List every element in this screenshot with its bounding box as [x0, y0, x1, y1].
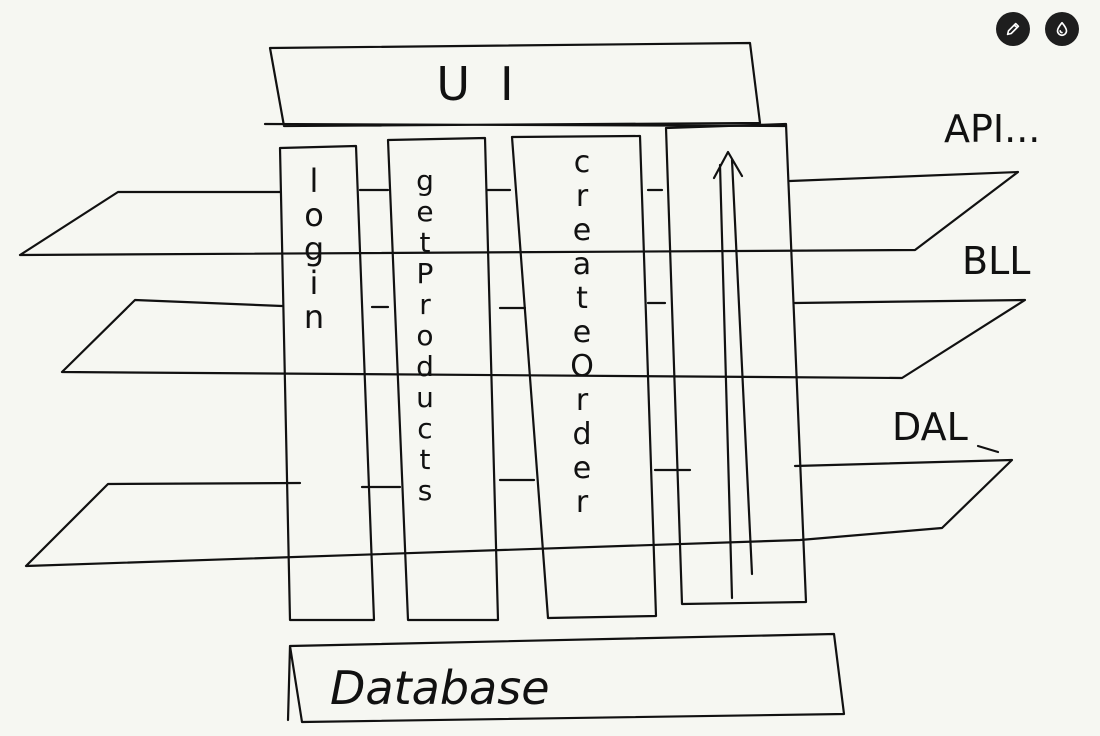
- pen-icon: [1006, 22, 1020, 36]
- up-arrow: [712, 150, 754, 600]
- database-box: [286, 632, 846, 724]
- ui-box: [263, 41, 788, 128]
- login-column: [278, 144, 376, 622]
- api-layer-label: API...: [944, 107, 1040, 151]
- get-products-letter: c: [417, 412, 432, 445]
- create-order-letter: O: [570, 349, 594, 384]
- dal-underline: [976, 444, 1000, 454]
- ui-box-label: UI: [436, 57, 543, 111]
- get-products-letter: d: [416, 350, 434, 383]
- create-order-letter: r: [576, 383, 589, 418]
- get-products-letter: r: [419, 288, 431, 321]
- get-products-letter: u: [416, 381, 434, 414]
- create-order-letter: d: [572, 417, 591, 452]
- create-order-column: [510, 134, 658, 620]
- ink-tool-button[interactable]: [1045, 12, 1079, 46]
- get-products-letter: t: [420, 443, 431, 476]
- pen-tool-button[interactable]: [996, 12, 1030, 46]
- create-order-letter: r: [576, 485, 589, 520]
- get-products-letter: g: [416, 164, 434, 197]
- create-order-letter: a: [573, 247, 591, 282]
- login-letter: o: [304, 196, 324, 234]
- dal-layer-label: DAL: [892, 405, 968, 449]
- get-products-column: [386, 136, 500, 622]
- get-products-letter: o: [416, 319, 433, 352]
- api-layer-plane: [18, 170, 1020, 257]
- get-products-letter: e: [416, 195, 433, 228]
- create-order-letter: e: [573, 213, 591, 248]
- login-letter: i: [310, 264, 319, 302]
- create-order-letter: c: [574, 145, 591, 180]
- login-letter: n: [304, 298, 324, 336]
- create-order-letter: e: [573, 451, 591, 486]
- bll-layer-label: BLL: [962, 239, 1030, 283]
- database-box-label: Database: [330, 661, 550, 715]
- flow-column: [664, 122, 808, 606]
- get-products-letter: s: [418, 474, 433, 507]
- bll-layer-plane: [60, 298, 1027, 380]
- login-letter: g: [304, 230, 324, 268]
- get-products-letter: P: [417, 257, 434, 290]
- dal-layer-plane: [24, 458, 1014, 568]
- login-letter: l: [310, 162, 319, 200]
- get-products-letter: t: [420, 226, 431, 259]
- create-order-letter: e: [573, 315, 591, 350]
- create-order-letter: t: [576, 281, 588, 316]
- create-order-letter: r: [576, 179, 589, 214]
- ink-drop-icon: [1056, 21, 1068, 37]
